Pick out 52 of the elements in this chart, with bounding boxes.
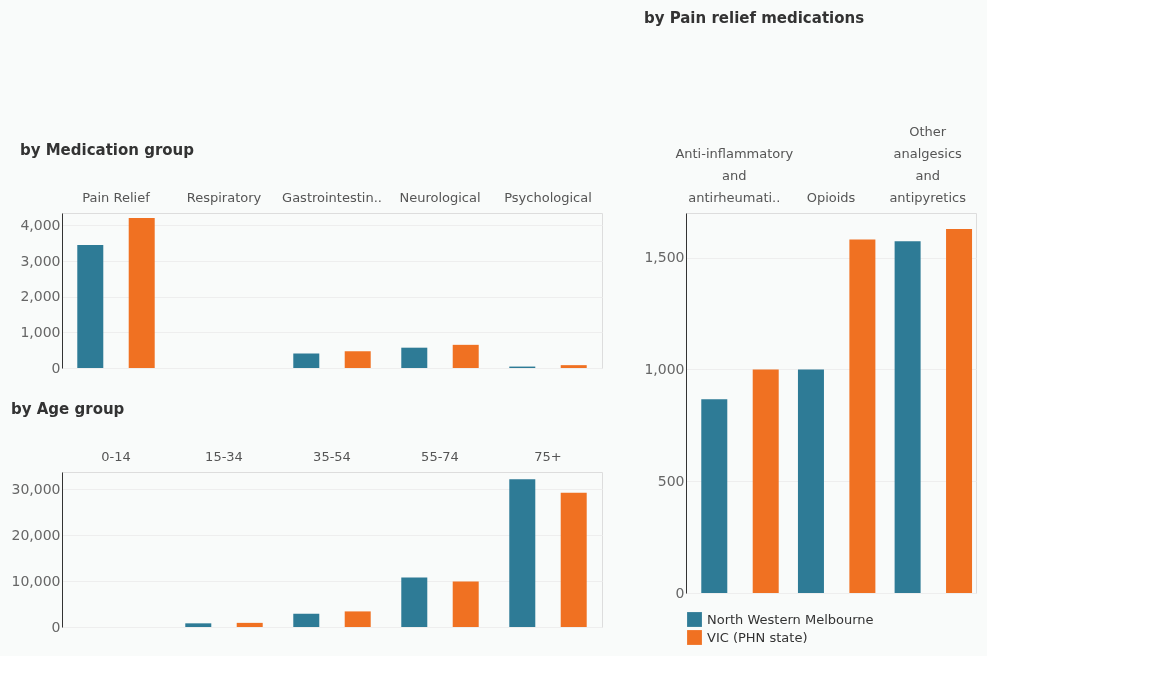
bar — [344, 611, 371, 627]
bar — [509, 479, 536, 627]
y-tick-label: 0 — [51, 359, 61, 376]
x-tick-label: Respiratory — [186, 190, 262, 205]
bar — [560, 365, 587, 368]
y-tick-label: 500 — [657, 472, 685, 489]
bar — [752, 369, 779, 593]
y-tick-label: 4,000 — [20, 216, 61, 233]
x-tick-label: Psychological — [504, 190, 592, 205]
x-tick-label: Anti-inflammatory and antirheumati.. — [675, 146, 794, 205]
y-tick-label: 30,000 — [11, 480, 61, 497]
bar — [185, 623, 212, 627]
y-tick-label: 1,000 — [20, 323, 61, 340]
y-tick-label: 10,000 — [11, 572, 61, 589]
bar — [401, 347, 428, 368]
x-tick-label: 75+ — [534, 449, 562, 464]
bar — [560, 492, 587, 627]
bar — [946, 229, 973, 593]
chart-title: by Age group — [11, 400, 125, 418]
y-tick-label: 0 — [51, 618, 61, 635]
bar — [401, 577, 428, 627]
x-tick-label: 35-54 — [313, 449, 351, 464]
bar — [293, 353, 320, 368]
x-tick-label: Other analgesics and antipyretics — [889, 124, 967, 205]
bar — [452, 581, 479, 627]
chart-title: by Pain relief medications — [643, 9, 865, 27]
x-tick-label: 55-74 — [421, 449, 459, 464]
bar — [293, 613, 320, 627]
x-tick-label: Pain Relief — [82, 190, 151, 205]
x-tick-label: Opioids — [806, 190, 856, 205]
bar — [236, 622, 263, 627]
chart-title: by Medication group — [19, 141, 195, 159]
y-tick-label: 3,000 — [20, 252, 61, 269]
y-tick-label: 1,500 — [644, 249, 685, 266]
legend-label: VIC (PHN state) — [707, 629, 808, 645]
bar — [701, 399, 728, 593]
y-tick-label: 0 — [675, 584, 685, 601]
y-tick-label: 1,000 — [644, 360, 685, 377]
bar — [894, 241, 921, 593]
bar — [128, 217, 155, 368]
x-tick-label: Neurological — [399, 190, 481, 205]
x-tick-label: Gastrointestin.. — [282, 190, 382, 205]
legend-label: North Western Melbourne — [707, 611, 874, 627]
bar — [797, 369, 824, 593]
bar — [77, 245, 104, 368]
bar — [344, 351, 371, 368]
x-tick-label: 15-34 — [205, 449, 243, 464]
bar — [452, 344, 479, 368]
bar — [849, 239, 876, 593]
y-tick-label: 20,000 — [11, 526, 61, 543]
x-tick-label: 0-14 — [101, 449, 131, 464]
y-tick-label: 2,000 — [20, 288, 61, 305]
